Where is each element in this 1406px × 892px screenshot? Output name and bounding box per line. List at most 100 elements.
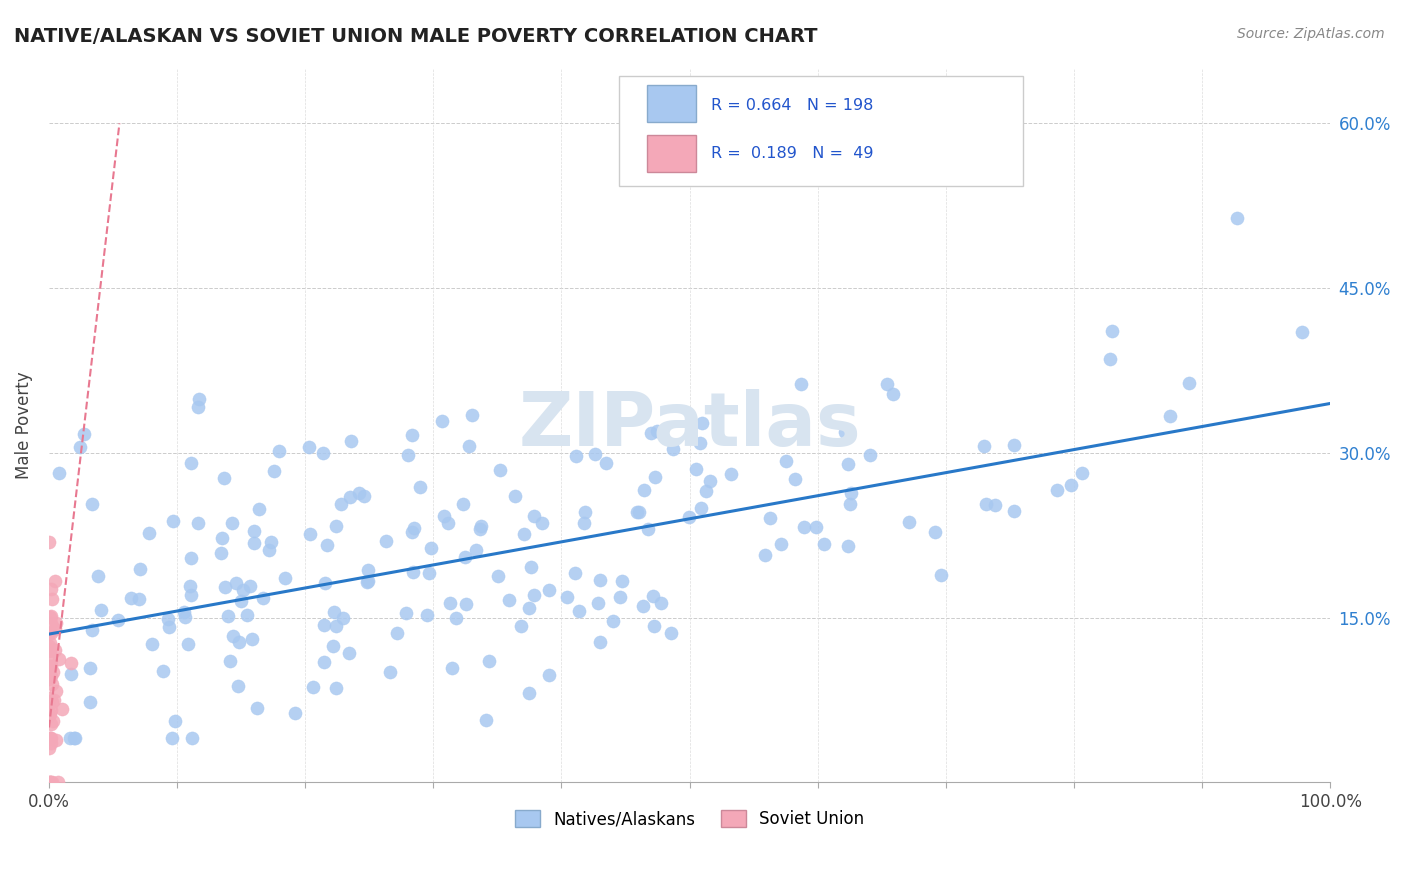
Point [416,608,439,623]
Point [39,775,62,789]
Point [1060,477,1083,491]
Point [38,775,60,789]
Point [298,440,321,454]
Point [41,775,63,789]
Point [1178,376,1201,390]
Point [173,610,195,624]
Point [180,731,202,746]
Point [347,486,370,500]
Point [897,515,920,529]
Point [42,693,65,707]
Point [38,659,60,673]
Point [754,548,776,562]
Point [212,471,235,485]
Point [188,392,211,406]
Point [41,626,63,640]
Point [246,701,269,715]
Point [1291,325,1313,339]
Point [59,666,82,681]
Point [214,580,236,594]
Point [232,582,254,597]
Point [46,775,69,789]
Point [44,616,66,631]
Point [38,740,60,755]
Point [699,474,721,488]
Point [530,516,553,530]
Point [38,670,60,684]
Point [1002,504,1025,518]
Bar [647,135,696,172]
Point [1046,483,1069,498]
Point [637,522,659,536]
Point [339,490,361,504]
Point [180,589,202,603]
Point [647,424,669,438]
Point [299,526,322,541]
Point [41,703,63,717]
Point [128,592,150,607]
Point [475,713,498,727]
Point [505,489,527,503]
Point [39,636,62,650]
Point [226,679,249,693]
Point [678,509,700,524]
Point [252,591,274,606]
Point [231,594,253,608]
Point [69,440,91,454]
Point [157,620,180,634]
Point [44,642,66,657]
Point [401,427,423,442]
Point [1226,211,1249,225]
Point [228,635,250,649]
Point [82,497,104,511]
Point [770,537,793,551]
Text: NATIVE/ALASKAN VS SOVIET UNION MALE POVERTY CORRELATION CHART: NATIVE/ALASKAN VS SOVIET UNION MALE POVE… [14,27,817,45]
Point [38,610,60,624]
Point [259,535,281,549]
Point [720,467,742,482]
Point [160,731,183,746]
Point [555,590,578,604]
Point [353,489,375,503]
Point [257,543,280,558]
Point [583,448,606,462]
Point [45,733,67,747]
Point [41,714,63,728]
Point [90,603,112,617]
Point [436,516,458,531]
Point [468,522,491,536]
Point [302,681,325,695]
Point [538,668,561,682]
Point [38,639,60,653]
Point [453,549,475,564]
Point [610,574,633,589]
Point [626,505,648,519]
Point [79,695,101,709]
Point [689,500,711,515]
Point [339,646,361,660]
Point [221,516,243,531]
Point [602,615,624,629]
Point [284,706,307,720]
Point [187,401,209,415]
Point [187,516,209,530]
Point [38,708,60,723]
Point [633,483,655,497]
Bar [647,86,696,122]
Point [813,537,835,551]
Point [440,661,463,675]
Point [695,484,717,499]
Point [38,626,60,640]
Point [458,439,481,453]
Point [39,643,62,657]
Point [263,464,285,478]
Point [222,629,245,643]
Point [470,519,492,533]
Point [537,582,560,597]
Point [325,519,347,533]
Legend: Natives/Alaskans, Soviet Union: Natives/Alaskans, Soviet Union [509,803,870,835]
Point [588,596,610,610]
Point [51,702,73,716]
Point [685,462,707,476]
Point [574,505,596,519]
